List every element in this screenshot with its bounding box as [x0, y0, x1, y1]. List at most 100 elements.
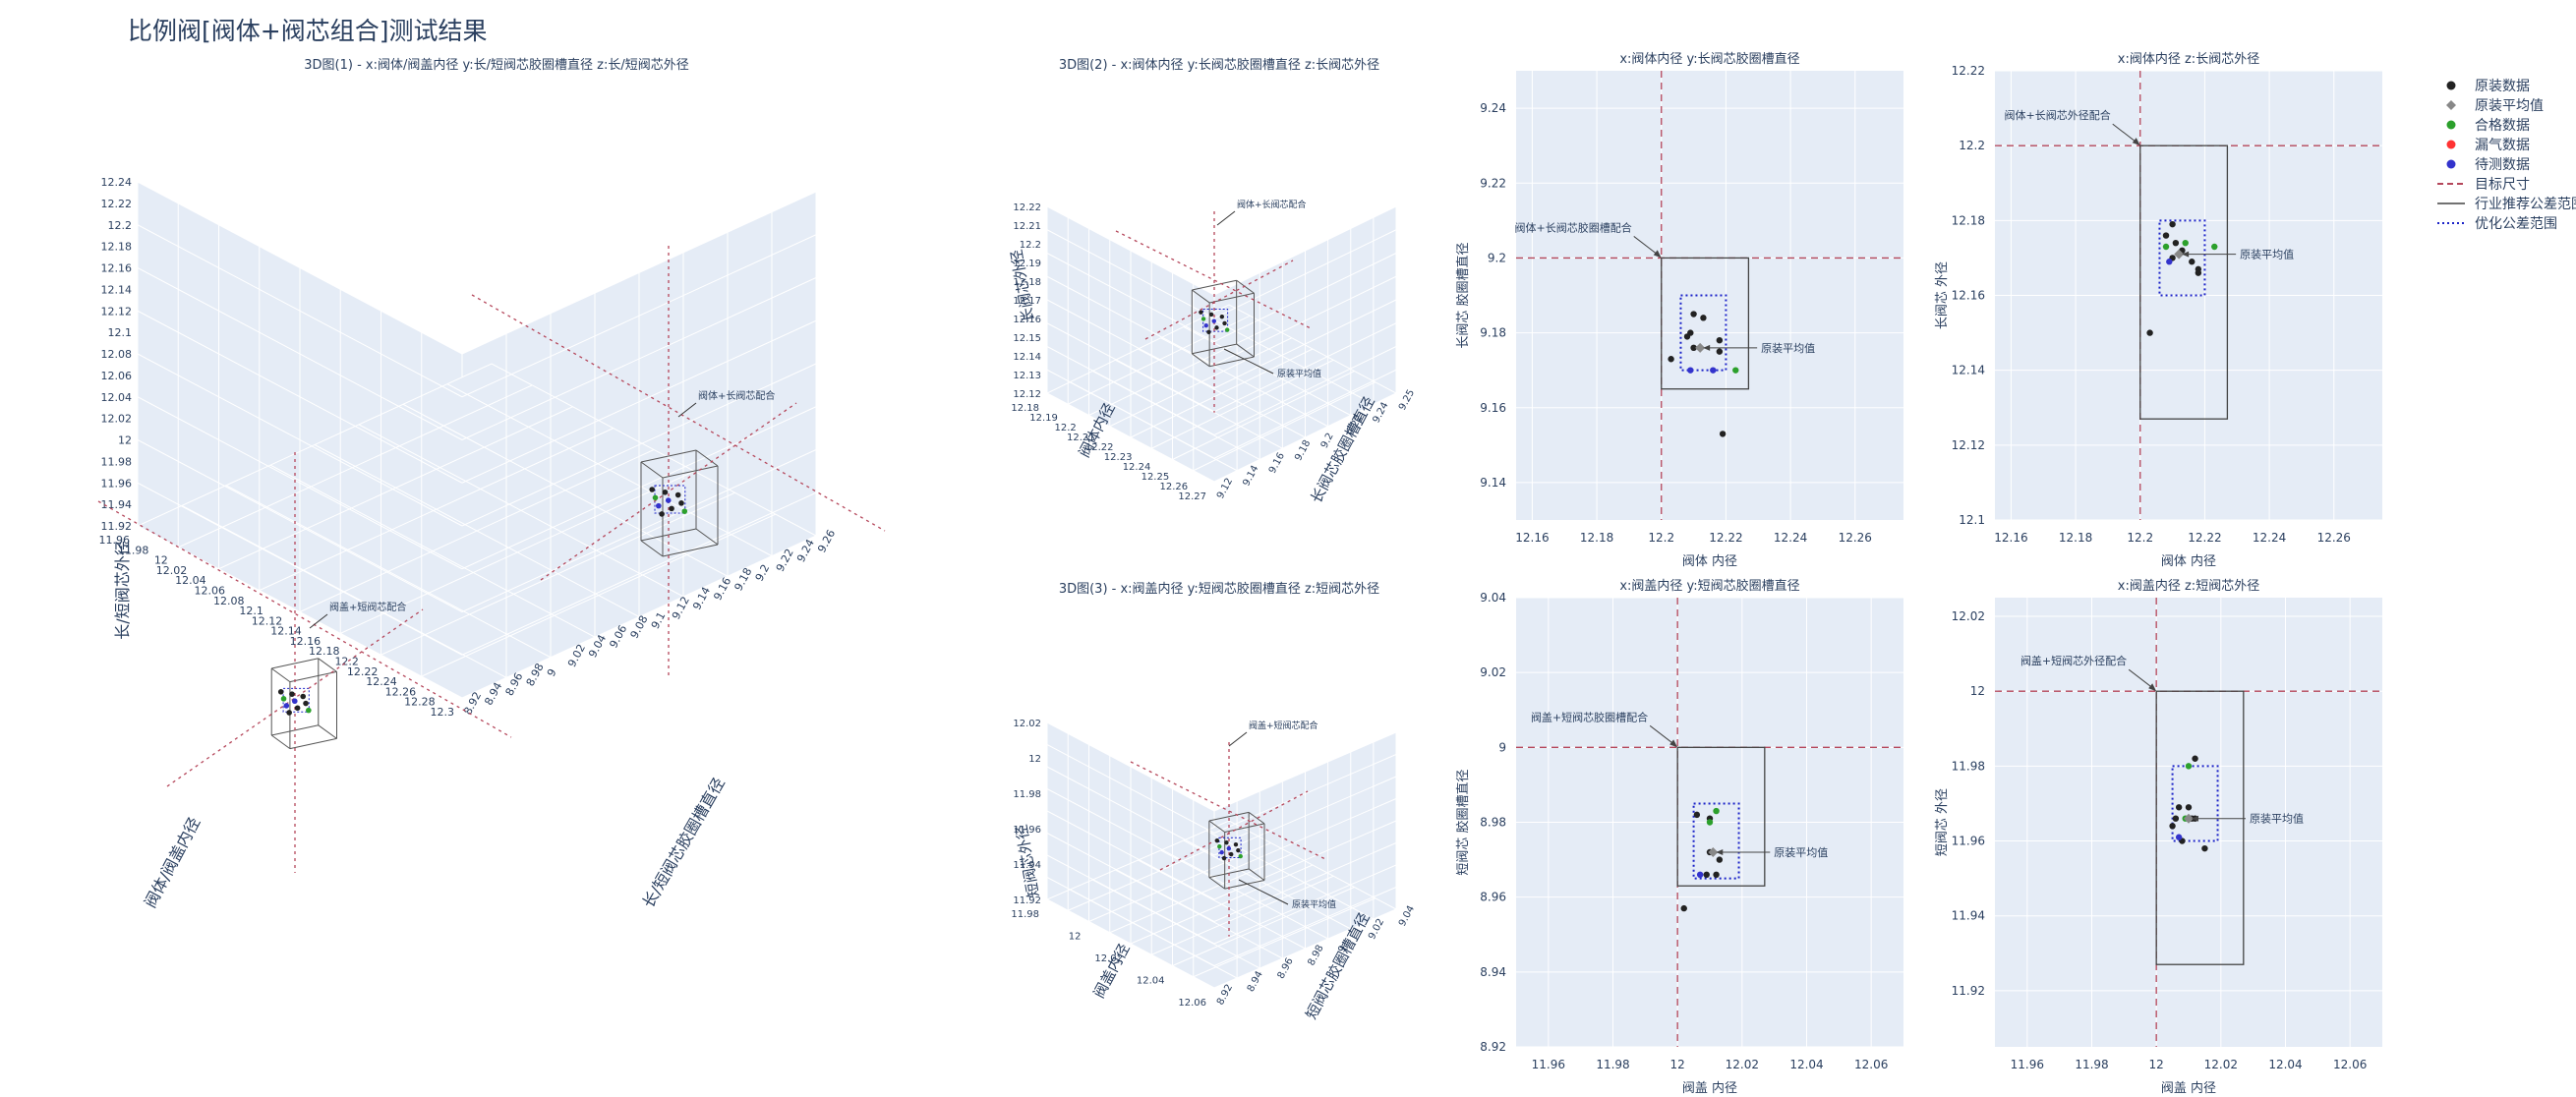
legend-item[interactable]: 行业推荐公差范围 — [2437, 196, 2576, 212]
scene-data-point[interactable] — [1222, 320, 1227, 326]
scatter-panel-2[interactable]: 12.16 12.18 12.2 12.22 12.24 12.26 12.1 12.12 12… — [1935, 51, 2382, 569]
data-point[interactable] — [1716, 856, 1724, 863]
scene-data-point[interactable] — [286, 710, 292, 716]
scene-data-point[interactable] — [1214, 837, 1220, 843]
scene-data-point[interactable] — [1236, 847, 1241, 853]
scene-data-point[interactable] — [1200, 317, 1206, 321]
scene-data-point[interactable] — [665, 497, 672, 503]
data-point[interactable] — [1713, 807, 1720, 815]
scene-data-point[interactable] — [294, 705, 301, 712]
scene-data-point[interactable] — [1219, 314, 1225, 319]
data-point[interactable] — [2146, 329, 2153, 336]
legend-item[interactable]: 漏气数据 — [2446, 138, 2531, 153]
scene-data-point[interactable] — [1219, 849, 1224, 855]
scene-data-point[interactable] — [291, 698, 298, 705]
data-point[interactable] — [2175, 834, 2183, 840]
scene-data-point[interactable] — [652, 494, 659, 501]
scatter-panel-4[interactable]: 11.96 11.98 12 12.02 12.04 12.06 11.92 11.94 11.… — [1935, 578, 2382, 1096]
scene-data-point[interactable] — [659, 511, 665, 517]
data-point[interactable] — [2185, 763, 2193, 770]
data-point[interactable] — [2162, 243, 2170, 251]
scene-data-point[interactable] — [303, 700, 309, 707]
scene-data-point[interactable] — [681, 508, 688, 514]
3d-scene-3[interactable]: 3D图(3) - x:阀盖内径 y:短阀芯胶圈槽直径 z:短阀芯外径 11.98 1… — [1011, 581, 1417, 1022]
3d-scene-1[interactable]: 3D图(1) - x:阀体/阀盖内径 y:长/短阀芯胶圈槽直径 z:长/短阀芯外… — [97, 57, 886, 911]
data-point[interactable] — [1703, 871, 1710, 879]
scene-data-point[interactable] — [1214, 325, 1219, 330]
data-point[interactable] — [2189, 259, 2195, 265]
data-point[interactable] — [2201, 844, 2208, 852]
x-tick-label: 12.08 — [213, 595, 245, 607]
scene-data-point[interactable] — [306, 707, 312, 714]
scatter-panel-3[interactable]: 11.96 11.98 12 12.02 12.04 12.06 8.92 8.94 8.96 8… — [1455, 578, 1903, 1096]
scatter-panel-1[interactable]: 12.16 12.18 12.2 12.22 12.24 12.26 9.14 9.16 9.1… — [1455, 51, 1903, 569]
data-point[interactable] — [2195, 269, 2202, 276]
data-point[interactable] — [2169, 823, 2176, 830]
data-point[interactable] — [2162, 232, 2170, 239]
data-point[interactable] — [1668, 356, 1674, 363]
data-point[interactable] — [1713, 871, 1720, 879]
scene-data-point[interactable] — [669, 505, 674, 512]
z-tick-label: 12.22 — [101, 198, 133, 210]
legend-item[interactable]: 原装平均值 — [2446, 98, 2544, 114]
x-tick-label: 12.02 — [1094, 953, 1123, 964]
legend-item[interactable]: 待测数据 — [2446, 157, 2531, 173]
scene-data-point[interactable] — [1224, 327, 1230, 332]
scene-data-point[interactable] — [678, 500, 684, 506]
data-point[interactable] — [1693, 811, 1701, 819]
scene-data-point[interactable] — [1228, 851, 1234, 857]
data-point[interactable] — [1732, 367, 1739, 374]
scene-data-point[interactable] — [1226, 845, 1232, 851]
legend-item[interactable]: 原装数据 — [2446, 79, 2531, 94]
scene-data-point[interactable] — [662, 489, 669, 495]
scene-data-point[interactable] — [300, 693, 307, 700]
3d-scene-2[interactable]: 3D图(2) - x:阀体内径 y:长阀芯胶圈槽直径 z:长阀芯外径12.181… — [1008, 57, 1417, 506]
data-point[interactable] — [2172, 239, 2180, 247]
scene-data-point[interactable] — [1199, 310, 1203, 315]
scene-data-point[interactable] — [289, 691, 295, 697]
data-point[interactable] — [2169, 220, 2176, 228]
data-point[interactable] — [1683, 333, 1691, 340]
data-point[interactable] — [1710, 367, 1717, 374]
data-point[interactable] — [1719, 431, 1727, 437]
data-point[interactable] — [2192, 755, 2198, 762]
scene-data-point[interactable] — [277, 689, 284, 695]
data-point[interactable] — [1716, 337, 1724, 344]
data-point[interactable] — [1700, 315, 1707, 321]
scene-data-point[interactable] — [1233, 841, 1239, 847]
scene-data-point[interactable] — [656, 502, 662, 509]
data-point[interactable] — [1706, 819, 1714, 826]
y-tick-label: 12 — [1970, 684, 1985, 698]
scene-data-point[interactable] — [1238, 853, 1243, 859]
x-tick-label: 12.3 — [431, 706, 455, 719]
legend-item[interactable]: 目标尺寸 — [2437, 177, 2530, 193]
data-point[interactable] — [2185, 804, 2193, 811]
scene-data-point[interactable] — [1208, 312, 1214, 318]
scene-data-point[interactable] — [1211, 318, 1216, 323]
data-point[interactable] — [1687, 367, 1694, 374]
data-point[interactable] — [1696, 871, 1704, 879]
scene-data-point[interactable] — [649, 487, 655, 492]
data-point[interactable] — [2166, 259, 2173, 265]
scene-data-point[interactable] — [1206, 329, 1211, 335]
data-point[interactable] — [2182, 239, 2189, 247]
data-point[interactable] — [1690, 311, 1697, 318]
legend-item[interactable]: 优化公差范围 — [2437, 215, 2557, 232]
scene-data-point[interactable] — [1203, 322, 1208, 328]
data-point[interactable] — [1690, 344, 1697, 352]
data-point[interactable] — [1680, 904, 1687, 912]
scene-data-point[interactable] — [1217, 843, 1222, 849]
data-point[interactable] — [2175, 804, 2183, 811]
scene-data-point[interactable] — [283, 703, 290, 709]
scene-data-point[interactable] — [280, 696, 287, 702]
data-point[interactable] — [2172, 815, 2180, 822]
scene-data-point[interactable] — [674, 491, 681, 498]
scene-data-point[interactable] — [1224, 839, 1229, 845]
scene-data-point[interactable] — [1221, 855, 1227, 861]
legend-item[interactable]: 合格数据 — [2446, 118, 2531, 134]
legend-label: 目标尺寸 — [2475, 177, 2530, 193]
data-point[interactable] — [2211, 243, 2218, 251]
tolerance-box-edge — [1192, 279, 1237, 291]
data-point[interactable] — [1716, 348, 1724, 355]
